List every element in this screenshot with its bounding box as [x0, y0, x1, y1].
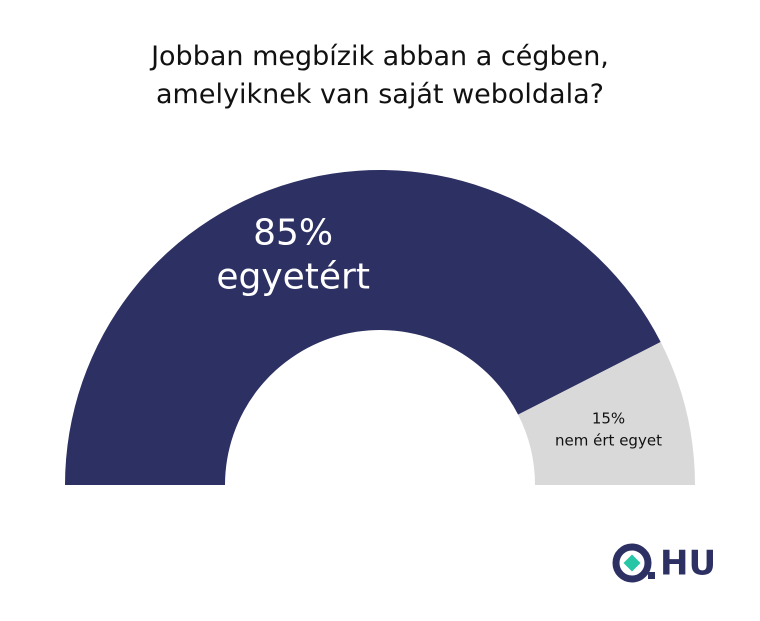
chart-title: Jobban megbízik abban a cégben, amelyikn…	[151, 41, 609, 110]
logo-diamond	[623, 554, 641, 572]
value-label: 15%	[592, 410, 625, 428]
logo-text: HU	[660, 544, 716, 584]
slice	[65, 169, 661, 485]
slice-label: egyetért	[216, 256, 370, 297]
logo-dot	[648, 572, 655, 579]
slice-label: nem ért egyet	[555, 432, 662, 450]
slice	[518, 341, 695, 485]
logo-ring	[612, 543, 652, 583]
logo: HU	[612, 543, 716, 584]
value-label: 85%	[253, 212, 333, 253]
